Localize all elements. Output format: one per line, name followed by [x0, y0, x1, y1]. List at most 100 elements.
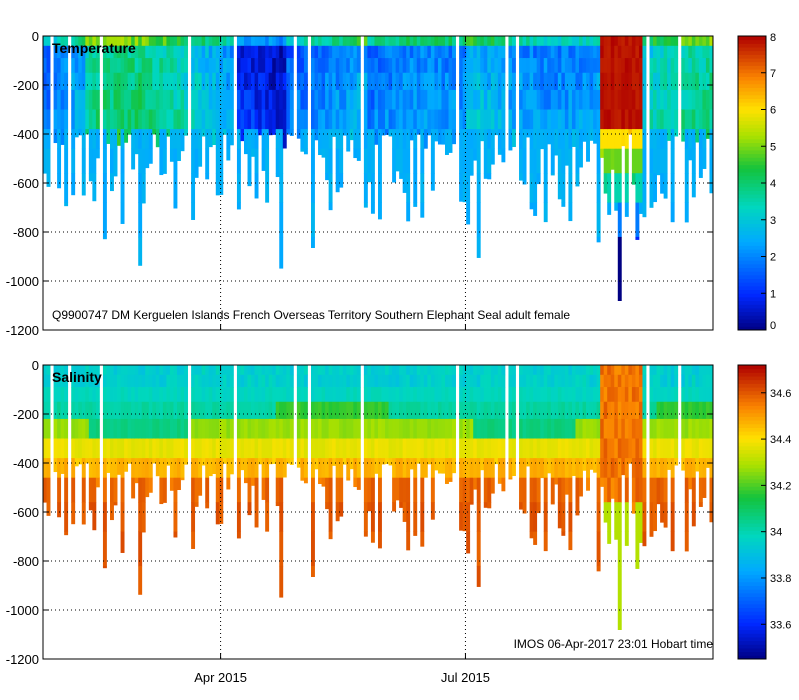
- heatmap-cell: [201, 458, 206, 466]
- heatmap-cell: [550, 89, 555, 110]
- heatmap-cell: [670, 438, 675, 459]
- heatmap-cell: [430, 148, 435, 174]
- heatmap-cell: [483, 387, 488, 403]
- heatmap-cell: [335, 365, 340, 376]
- heatmap-cell: [441, 418, 446, 439]
- heatmap-cell: [124, 401, 129, 420]
- heatmap-cell: [106, 401, 111, 420]
- colorbar-swatch: [738, 300, 766, 305]
- heatmap-cell: [215, 148, 220, 174]
- heatmap-cell: [448, 477, 453, 482]
- heatmap-cell: [311, 109, 315, 130]
- heatmap-cell: [363, 58, 368, 74]
- heatmap-cell: [127, 365, 132, 376]
- heatmap-cell: [540, 45, 545, 59]
- heatmap-cell: [621, 36, 626, 47]
- heatmap-cell: [191, 109, 196, 130]
- heatmap-cell: [543, 72, 548, 91]
- heatmap-cell: [328, 458, 333, 479]
- heatmap-cell: [275, 365, 280, 376]
- heatmap-cell: [656, 58, 661, 74]
- heatmap-cell: [529, 173, 534, 203]
- heatmap-cell: [349, 36, 354, 47]
- heatmap-cell: [392, 72, 397, 91]
- heatmap-cell: [656, 36, 661, 47]
- heatmap-cell: [635, 438, 640, 459]
- heatmap-cell: [596, 129, 601, 150]
- heatmap-cell: [268, 401, 273, 420]
- heatmap-cell: [430, 58, 435, 74]
- heatmap-cell: [660, 89, 665, 110]
- heatmap-cell: [215, 365, 220, 376]
- heatmap-cell: [272, 89, 277, 110]
- heatmap-cell: [557, 36, 562, 47]
- colorbar-swatch: [738, 293, 766, 298]
- heatmap-cell: [145, 401, 150, 420]
- heatmap-cell: [378, 36, 382, 47]
- heatmap-cell: [413, 374, 418, 388]
- heatmap-cell: [258, 36, 263, 47]
- heatmap-cell: [582, 72, 587, 91]
- heatmap-cell: [353, 477, 358, 488]
- heatmap-cell: [663, 72, 668, 91]
- heatmap-cell: [385, 401, 389, 420]
- heatmap-cell: [46, 387, 51, 403]
- heatmap-cell: [155, 109, 160, 130]
- heatmap-cell: [286, 129, 291, 135]
- heatmap-cell: [469, 387, 474, 403]
- heatmap-cell: [219, 418, 224, 439]
- heatmap-cell: [621, 45, 626, 59]
- colorbar-swatch: [738, 482, 766, 487]
- heatmap-cell: [279, 148, 284, 174]
- heatmap-cell: [582, 374, 587, 388]
- heatmap-cell: [110, 173, 114, 192]
- heatmap-cell: [434, 72, 439, 91]
- colorbar-swatch: [738, 116, 766, 122]
- heatmap-cell: [695, 89, 700, 110]
- heatmap-cell: [526, 36, 531, 47]
- heatmap-cell: [536, 438, 541, 459]
- heatmap-cell: [631, 129, 636, 150]
- heatmap-cell: [356, 438, 361, 459]
- heatmap-cell: [92, 374, 97, 388]
- heatmap-cell: [251, 148, 255, 157]
- heatmap-cell: [631, 418, 636, 439]
- heatmap-cell: [508, 418, 513, 439]
- heatmap-cell: [483, 148, 488, 174]
- heatmap-cell: [540, 374, 545, 388]
- heatmap-cell: [660, 365, 665, 376]
- heatmap-cell: [596, 365, 601, 376]
- heatmap-cell: [88, 89, 93, 110]
- heatmap-cell: [64, 438, 69, 459]
- heatmap-cell: [113, 401, 118, 420]
- heatmap-cell: [145, 36, 150, 47]
- heatmap-cell: [138, 365, 143, 376]
- heatmap-cell: [695, 45, 700, 59]
- heatmap-cell: [346, 401, 351, 420]
- heatmap-cell: [141, 418, 146, 439]
- heatmap-cell: [148, 418, 153, 439]
- deployment-label: Q9900747 DM Kerguelen Islands French Ove…: [52, 308, 570, 322]
- heatmap-cell: [219, 387, 224, 403]
- heatmap-cell: [159, 374, 164, 388]
- heatmap-cell: [466, 148, 471, 174]
- heatmap-cell: [85, 36, 90, 47]
- heatmap-cell: [194, 502, 199, 507]
- heatmap-cell: [325, 72, 330, 91]
- heatmap-cell: [483, 45, 488, 59]
- heatmap-cell: [649, 438, 654, 459]
- heatmap-cell: [660, 173, 665, 194]
- colorbar-swatch: [738, 545, 766, 550]
- heatmap-cell: [286, 36, 291, 47]
- heatmap-cell: [593, 438, 598, 459]
- heatmap-cell: [71, 374, 76, 388]
- heatmap-cell: [92, 502, 97, 531]
- heatmap-cell: [621, 72, 626, 91]
- heatmap-cell: [638, 173, 643, 203]
- heatmap-cell: [88, 109, 93, 130]
- heatmap-cell: [81, 58, 86, 74]
- heatmap-cell: [198, 458, 203, 479]
- heatmap-cell: [124, 109, 129, 130]
- heatmap-cell: [261, 148, 266, 171]
- heatmap-cell: [339, 458, 344, 479]
